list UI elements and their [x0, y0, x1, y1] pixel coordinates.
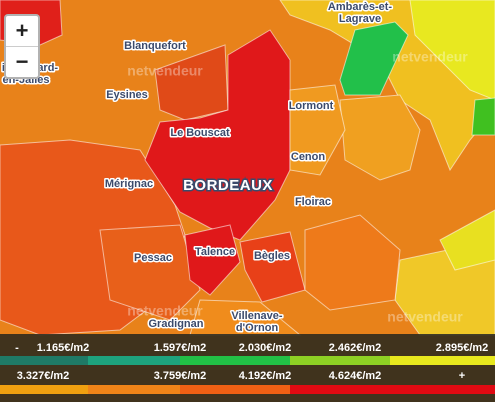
watermark: netvendeur — [387, 309, 463, 325]
place-label: Bègles — [254, 250, 290, 262]
legend-color — [290, 356, 390, 365]
place-label: Pessac — [134, 252, 172, 264]
commune-area — [409, 0, 495, 101]
place-labels: Ambarès-et- Lagrave Blanquefort in-Médar… — [0, 0, 394, 335]
place-label: Lagrave — [339, 13, 381, 25]
place-label: Mérignac — [105, 178, 153, 190]
communes — [0, 0, 495, 336]
legend-color — [0, 356, 88, 365]
place-label: Cenon — [291, 151, 326, 163]
city-label: BORDEAUX — [183, 177, 273, 194]
zoom-out-button[interactable]: − — [6, 46, 38, 77]
place-label: Eysines — [106, 89, 148, 101]
legend-label: 3.327€/m2 — [17, 370, 70, 382]
zoom-control: + − — [4, 14, 40, 79]
legend-label: 4.192€/m2 — [239, 370, 292, 382]
place-label: Talence — [195, 246, 235, 258]
watermark: netvendeur — [127, 63, 203, 79]
legend-color — [180, 356, 290, 365]
legend-label: 2.030€/m2 — [239, 342, 292, 354]
legend-label: 1.597€/m2 — [154, 342, 207, 354]
commune-area — [339, 94, 421, 181]
commune-area — [239, 231, 306, 303]
commune-area — [304, 214, 401, 311]
commune-area — [339, 21, 409, 96]
commune-area — [439, 209, 495, 271]
commune-area — [184, 224, 241, 296]
place-label: Blanquefort — [124, 40, 186, 52]
place-label: Ambarès-et- — [328, 1, 393, 13]
place-label: Gradignan — [148, 318, 203, 330]
legend-label: - — [15, 342, 19, 354]
legend: - 1.165€/m2 1.597€/m2 2.030€/m2 2.462€/m2 2.8… — [0, 334, 495, 402]
legend-color — [390, 356, 495, 365]
legend-label: 4.624€/m2 — [329, 370, 382, 382]
commune-area — [144, 29, 291, 241]
place-label: Lormont — [289, 100, 334, 112]
commune-area — [154, 44, 229, 121]
watermark: netvendeur — [392, 49, 468, 65]
commune-area — [471, 97, 495, 136]
zoom-in-button[interactable]: + — [15, 18, 29, 43]
watermarks: netvendeur netvendeur netvendeur netvend… — [127, 49, 468, 325]
legend-label: 2.462€/m2 — [329, 342, 382, 354]
legend-label: + — [459, 370, 465, 382]
place-label: d'Ornon — [236, 322, 279, 334]
commune-area — [289, 84, 346, 176]
watermark: netvendeur — [127, 303, 203, 319]
legend-label: 3.759€/m2 — [154, 370, 207, 382]
legend-color — [180, 385, 290, 394]
legend-label: 1.165€/m2 — [37, 342, 90, 354]
legend-color — [290, 385, 495, 394]
place-label: Villenave- — [231, 310, 282, 322]
place-label: Le Bouscat — [170, 127, 230, 139]
place-label: Floirac — [295, 196, 331, 208]
legend-color — [88, 385, 180, 394]
legend-label: 2.895€/m2 — [436, 342, 489, 354]
legend-color — [88, 356, 180, 365]
legend-color — [0, 385, 88, 394]
commune-area — [99, 224, 201, 321]
